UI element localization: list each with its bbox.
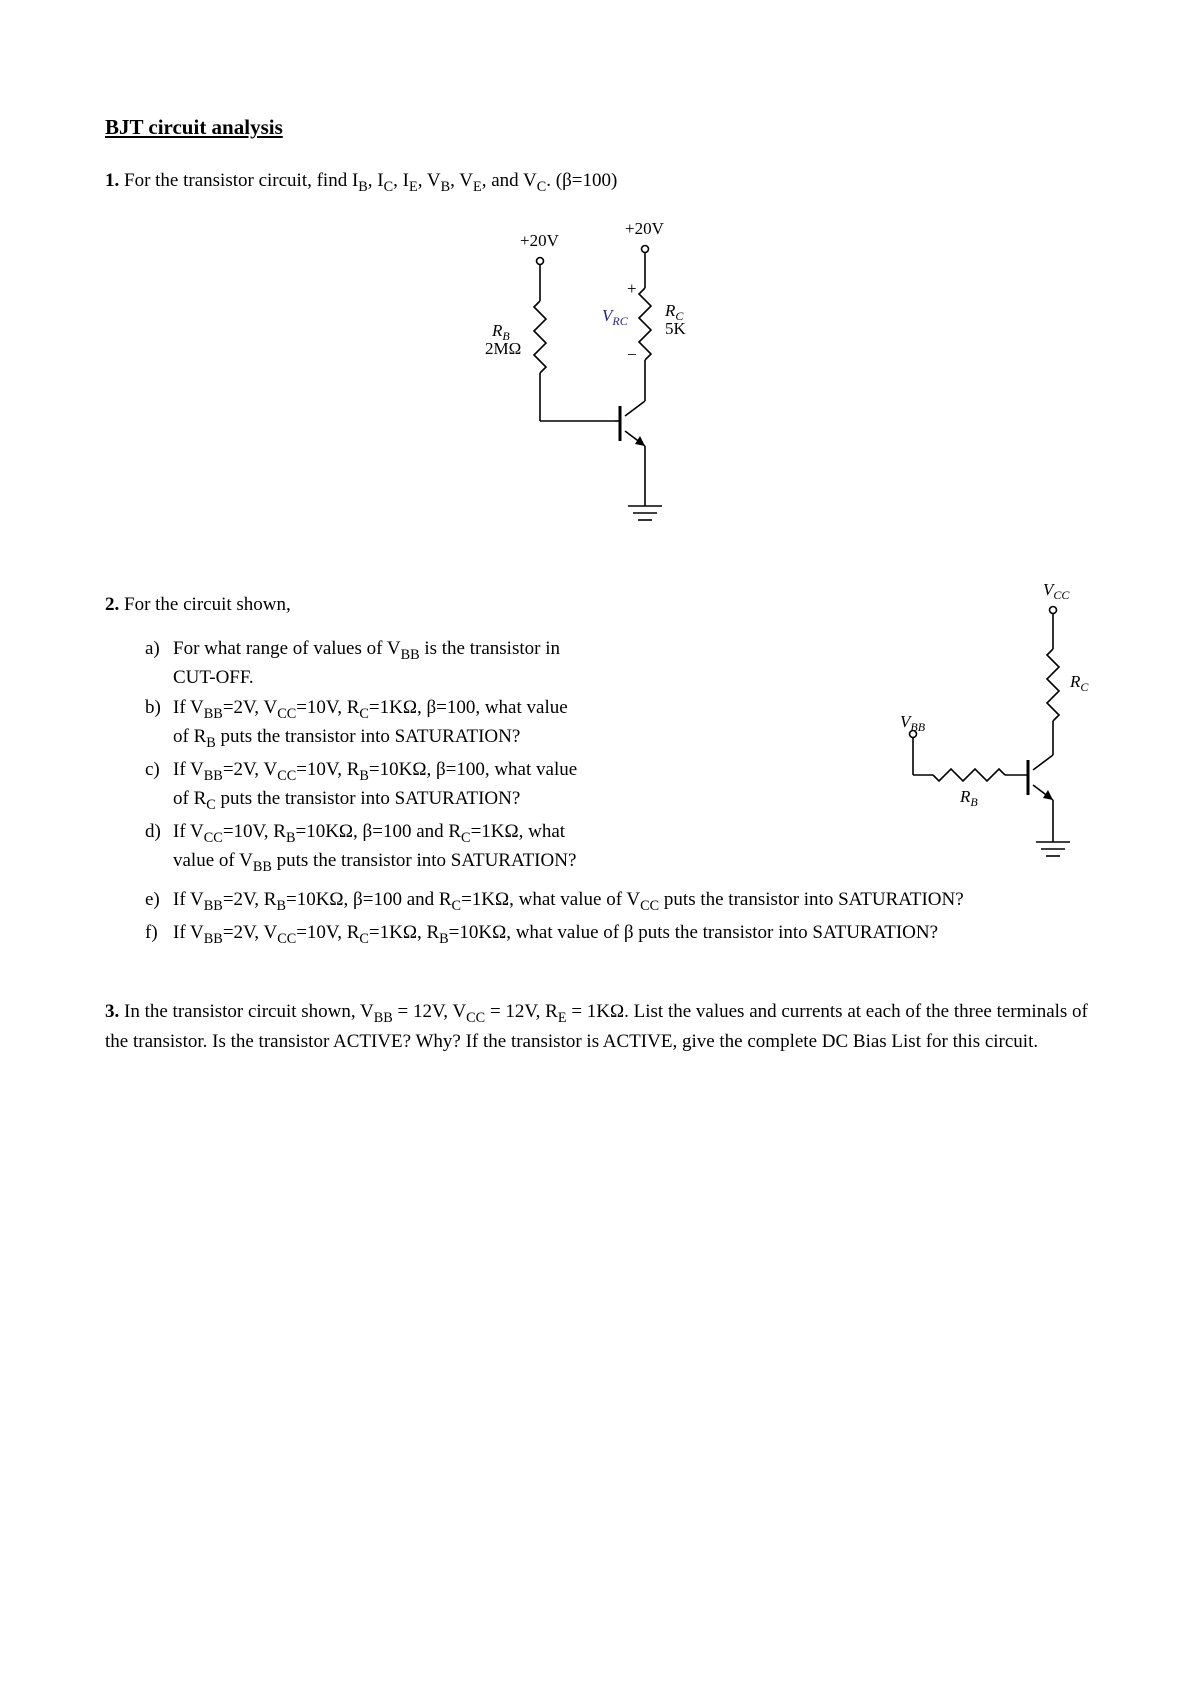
page-title: BJT circuit analysis: [105, 115, 1095, 140]
fig1-vrc: VRC: [602, 306, 629, 328]
figure-2: VCC RC: [865, 577, 1125, 883]
svg-text:+: +: [627, 279, 637, 298]
figure-1: +20V RB 2MΩ +20V RC 5K VRC +: [105, 216, 1095, 562]
q2-item-c: c)If VBB=2V, VCC=10V, RB=10KΩ, β=100, wh…: [145, 757, 585, 815]
q2-number: 2.: [105, 594, 119, 615]
q1-number: 1.: [105, 170, 119, 191]
q2-item-b: b)If VBB=2V, VCC=10V, RC=1KΩ, β=100, wha…: [145, 695, 585, 753]
fig1-vright: +20V: [625, 219, 665, 238]
fig1-rc-val: 5K: [665, 319, 687, 338]
fig1-rb-val: 2MΩ: [485, 339, 521, 358]
q2-sublist: a)For what range of values of VBB is the…: [145, 636, 585, 877]
q2-item-a: a)For what range of values of VBB is the…: [145, 636, 585, 691]
fig1-vleft: +20V: [520, 231, 560, 250]
q2-item-d: d)If VCC=10V, RB=10KΩ, β=100 and RC=1KΩ,…: [145, 819, 585, 877]
q3-number: 3.: [105, 1001, 119, 1022]
question-1: 1. For the transistor circuit, find IB, …: [105, 168, 1095, 198]
fig2-rc: RC: [1069, 672, 1089, 694]
question-3: 3. In the transistor circuit shown, VBB …: [105, 999, 1095, 1055]
fig2-vcc: VCC: [1043, 580, 1070, 602]
fig2-rb: RB: [959, 787, 978, 809]
q1-text: For the transistor circuit, find IB, IC,…: [119, 170, 617, 191]
fig2-vbb: VBB: [900, 712, 926, 734]
q2-sublist-wide: e)If VBB=2V, RB=10KΩ, β=100 and RC=1KΩ, …: [145, 887, 1025, 949]
q2-item-e: e)If VBB=2V, RB=10KΩ, β=100 and RC=1KΩ, …: [145, 887, 1025, 916]
question-2-block: 2. For the circuit shown, a)For what ran…: [105, 592, 1095, 950]
q2-item-f: f)If VBB=2V, VCC=10V, RC=1KΩ, RB=10KΩ, w…: [145, 920, 1025, 949]
svg-text:−: −: [627, 345, 637, 364]
